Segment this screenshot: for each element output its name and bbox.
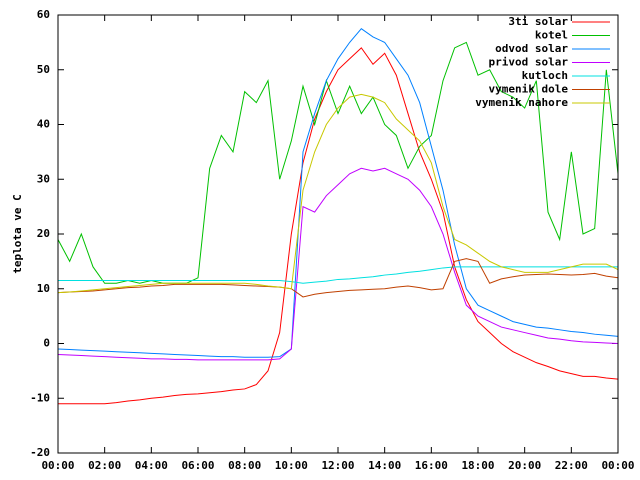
x-tick-label: 00:00 bbox=[41, 459, 74, 472]
legend-label: vymenik dole bbox=[489, 83, 569, 96]
x-tick-label: 12:00 bbox=[321, 459, 354, 472]
legend-label: odvod solar bbox=[495, 42, 568, 55]
x-tick-label: 10:00 bbox=[275, 459, 308, 472]
y-tick-label: -20 bbox=[30, 446, 50, 459]
x-tick-label: 02:00 bbox=[88, 459, 121, 472]
y-tick-label: 40 bbox=[37, 118, 50, 131]
series-line bbox=[57, 258, 619, 298]
series-line bbox=[58, 266, 618, 284]
y-tick-label: 20 bbox=[37, 227, 50, 240]
y-tick-label: 60 bbox=[37, 8, 50, 21]
plot-border bbox=[57, 14, 619, 454]
x-tick-label: 18:00 bbox=[461, 459, 494, 472]
series-line bbox=[57, 167, 619, 361]
y-axis-label: teplota ve C bbox=[11, 194, 24, 273]
y-tick-label: 0 bbox=[43, 337, 50, 350]
y-tick-label: 10 bbox=[37, 282, 50, 295]
legend-label: kutloch bbox=[522, 69, 568, 82]
legend-label: privod solar bbox=[489, 56, 569, 69]
series-line bbox=[57, 28, 619, 358]
series-line bbox=[58, 47, 619, 405]
legend-label: 3ti solar bbox=[508, 15, 568, 28]
x-tick-label: 16:00 bbox=[415, 459, 448, 472]
y-tick-label: 30 bbox=[37, 172, 50, 185]
x-tick-label: 00:00 bbox=[601, 459, 634, 472]
x-tick-label: 22:00 bbox=[555, 459, 588, 472]
y-tick-label: -10 bbox=[30, 391, 50, 404]
x-tick-label: 20:00 bbox=[508, 459, 541, 472]
y-tick-label: 50 bbox=[37, 63, 50, 76]
series-line bbox=[57, 93, 619, 294]
x-tick-label: 04:00 bbox=[135, 459, 168, 472]
x-tick-label: 08:00 bbox=[228, 459, 261, 472]
legend-label: vymenik nahore bbox=[475, 96, 568, 109]
x-tick-label: 14:00 bbox=[368, 459, 401, 472]
x-tick-label: 06:00 bbox=[181, 459, 214, 472]
legend-label: kotel bbox=[535, 29, 568, 42]
